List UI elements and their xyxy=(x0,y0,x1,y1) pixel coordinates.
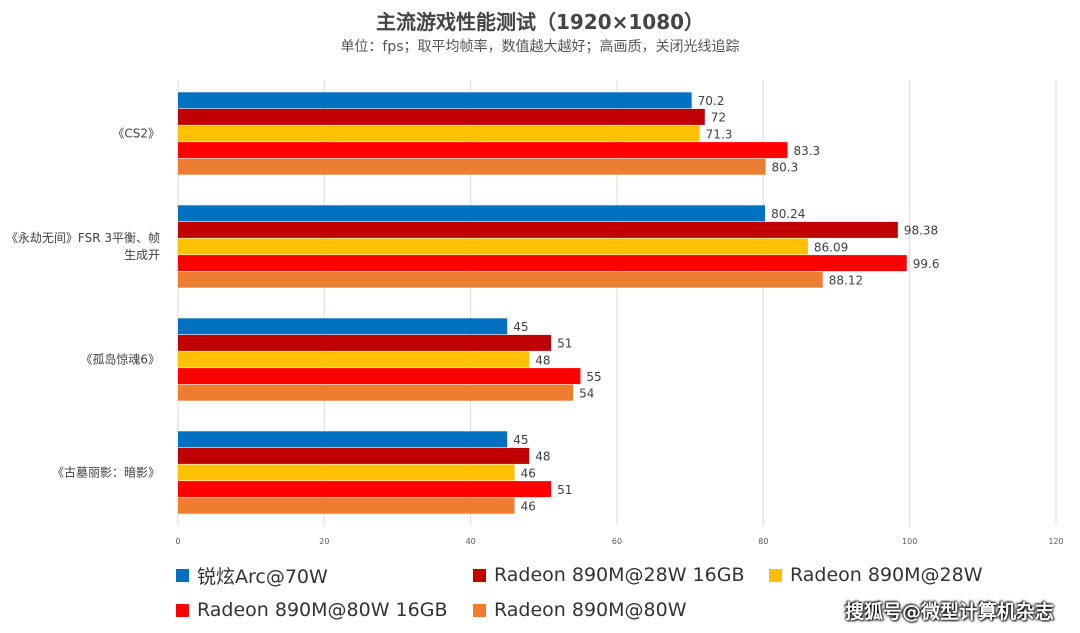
data-label: 72 xyxy=(711,111,726,125)
category-label: 《孤岛惊魂6》 xyxy=(80,352,160,367)
x-tick-label: 100 xyxy=(902,537,917,546)
watermark: 搜狐号@微型计算机杂志 xyxy=(844,601,1054,623)
legend-swatch xyxy=(473,568,486,582)
bar xyxy=(178,447,530,464)
data-label: 46 xyxy=(521,466,536,480)
data-label: 86.09 xyxy=(814,240,848,254)
legend-label: Radeon 890M@28W 16GB xyxy=(494,564,745,586)
data-label: 55 xyxy=(586,370,601,384)
legend-label: Radeon 890M@80W xyxy=(494,599,687,621)
data-label: 80.24 xyxy=(771,207,805,221)
bar xyxy=(178,108,705,125)
bar xyxy=(178,351,530,368)
data-label: 51 xyxy=(557,483,572,497)
data-label: 54 xyxy=(579,387,594,401)
legend-item-arc-70w: 锐炫Arc@70W xyxy=(176,562,328,589)
category-label: 《CS2》 xyxy=(112,127,160,141)
x-tick-label: 20 xyxy=(319,537,329,546)
bar xyxy=(178,125,700,142)
bar xyxy=(178,142,788,159)
bar xyxy=(178,497,515,514)
chart-title: 主流游戏性能测试（1920×1080） xyxy=(375,10,705,34)
bar xyxy=(178,318,508,335)
data-label: 83.3 xyxy=(793,144,820,158)
bar xyxy=(178,255,907,272)
data-label: 88.12 xyxy=(829,274,863,288)
legend-swatch xyxy=(176,569,189,582)
data-label: 45 xyxy=(513,320,528,334)
bar xyxy=(178,481,552,498)
bar xyxy=(178,92,692,109)
bar xyxy=(178,431,508,448)
chart-subtitle: 单位：fps；取平均帧率，数值越大越好；高画质，关闭光线追踪 xyxy=(340,39,740,55)
x-tick-label: 0 xyxy=(175,537,180,546)
data-label: 98.38 xyxy=(904,224,938,238)
bar xyxy=(178,464,515,481)
x-tick-label: 40 xyxy=(466,537,476,546)
bar xyxy=(178,158,766,175)
data-label: 48 xyxy=(535,353,550,367)
bar xyxy=(178,334,552,351)
legend-swatch xyxy=(473,603,486,617)
legend-item-890m-80w-16gb: Radeon 890M@80W 16GB xyxy=(176,599,447,621)
legend-label: Radeon 890M@28W xyxy=(790,564,983,586)
legend-item-890m-28w-16gb: Radeon 890M@28W 16GB xyxy=(473,564,744,586)
data-label: 51 xyxy=(557,337,572,351)
bar xyxy=(178,238,808,255)
data-label: 48 xyxy=(535,450,550,464)
legend-item-890m-28w: Radeon 890M@28W xyxy=(769,564,983,586)
data-label: 70.2 xyxy=(698,94,725,108)
legend-swatch xyxy=(176,603,189,617)
category-label: 《古墓丽影：暗影》 xyxy=(52,465,160,480)
x-tick-label: 60 xyxy=(612,537,622,546)
bar xyxy=(178,384,574,401)
legend-item-890m-80w: Radeon 890M@80W xyxy=(473,599,687,621)
category-label: 《永劫无间》FSR 3平衡、帧 xyxy=(6,231,160,245)
bar xyxy=(178,368,581,385)
data-label: 99.6 xyxy=(913,257,940,271)
bar xyxy=(178,205,766,222)
data-label: 71.3 xyxy=(706,127,733,141)
bar xyxy=(178,271,823,288)
data-label: 45 xyxy=(513,433,528,447)
data-label: 80.3 xyxy=(772,161,799,175)
legend-label: 锐炫Arc@70W xyxy=(197,566,328,588)
x-tick-label: 120 xyxy=(1048,537,1063,546)
data-label: 46 xyxy=(521,500,536,514)
x-tick-label: 80 xyxy=(758,537,768,546)
legend-label: Radeon 890M@80W 16GB xyxy=(197,599,448,621)
category-label: 生成开 xyxy=(124,248,160,262)
bar xyxy=(178,221,898,238)
legend-swatch xyxy=(769,568,782,582)
